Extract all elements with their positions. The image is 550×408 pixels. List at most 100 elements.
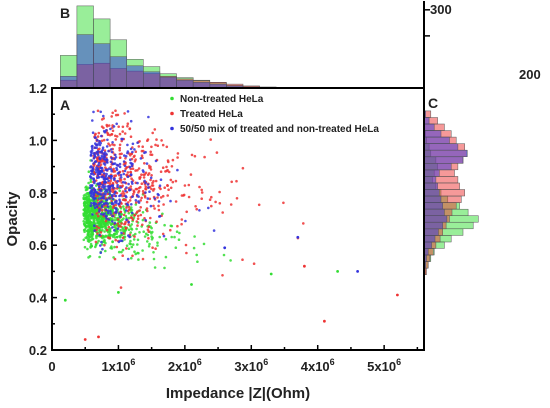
data-point	[136, 141, 139, 144]
data-point	[147, 115, 150, 119]
data-point	[158, 215, 162, 218]
data-point	[111, 240, 114, 244]
data-point	[105, 168, 109, 172]
data-point	[114, 203, 117, 207]
data-point	[105, 198, 109, 201]
data-point	[85, 195, 89, 198]
data-point	[129, 224, 132, 228]
data-point	[125, 195, 128, 199]
data-point	[159, 196, 163, 199]
data-point	[106, 161, 109, 164]
data-point	[103, 180, 107, 183]
data-point	[108, 233, 112, 236]
data-point	[91, 196, 95, 199]
data-point	[94, 240, 98, 244]
data-point	[180, 222, 183, 226]
data-point	[107, 179, 110, 183]
data-point	[92, 204, 96, 207]
data-point	[143, 162, 146, 165]
data-point	[129, 171, 133, 174]
data-point	[94, 188, 97, 192]
data-point	[90, 159, 94, 162]
data-point	[152, 179, 155, 183]
data-point	[142, 230, 145, 233]
data-point	[106, 192, 110, 196]
data-point	[169, 178, 173, 182]
data-point	[102, 114, 105, 118]
data-point	[129, 242, 132, 246]
data-point	[126, 257, 130, 261]
data-point	[96, 194, 99, 198]
data-point	[141, 249, 144, 252]
data-point	[111, 143, 114, 146]
data-point	[89, 220, 92, 224]
data-point	[93, 224, 96, 227]
data-point	[129, 158, 132, 161]
data-point	[85, 235, 89, 238]
data-point	[114, 109, 117, 112]
data-point	[185, 210, 188, 214]
y-tick-label: 1.2	[29, 81, 47, 96]
data-point	[130, 177, 133, 180]
data-point	[165, 165, 168, 169]
data-point	[113, 225, 116, 229]
data-point	[104, 208, 108, 212]
data-point	[103, 212, 106, 215]
data-point	[121, 184, 124, 187]
data-point	[105, 228, 109, 232]
data-point	[117, 224, 121, 228]
data-point	[141, 169, 145, 172]
data-point	[136, 243, 139, 246]
data-point	[131, 243, 135, 246]
data-point	[118, 198, 121, 201]
data-point	[134, 187, 138, 191]
data-point	[91, 232, 95, 236]
data-point	[100, 151, 103, 154]
data-point	[156, 144, 160, 147]
data-point	[127, 220, 130, 224]
data-point	[83, 217, 86, 220]
data-point	[218, 190, 221, 194]
histogram-bar	[423, 143, 459, 151]
data-point	[126, 124, 129, 128]
data-point	[92, 110, 95, 114]
data-point	[198, 209, 201, 212]
data-point	[114, 156, 118, 159]
data-point	[123, 164, 127, 168]
data-point	[134, 150, 138, 153]
data-point	[152, 189, 155, 192]
data-point	[173, 235, 176, 239]
data-point	[109, 165, 112, 169]
data-point	[146, 183, 150, 186]
data-point	[100, 166, 103, 170]
data-point	[90, 230, 94, 233]
data-point	[96, 109, 100, 113]
data-point	[150, 145, 153, 149]
data-point	[127, 211, 131, 215]
data-point	[156, 196, 159, 199]
y-axis-ticks: 0.2 0.4 0.6 0.8 1.0 1.2	[29, 81, 57, 358]
data-point	[82, 214, 86, 217]
data-point	[86, 237, 89, 241]
data-point	[155, 138, 158, 141]
data-point	[103, 230, 106, 233]
data-point	[210, 204, 213, 208]
data-point	[125, 206, 128, 209]
data-point	[122, 172, 126, 176]
legend-marker	[170, 96, 174, 101]
data-point	[125, 244, 129, 247]
data-point	[133, 213, 136, 217]
data-point	[167, 160, 170, 164]
data-point	[104, 215, 108, 218]
data-point	[140, 196, 143, 200]
data-point	[89, 154, 93, 157]
data-point	[193, 235, 196, 238]
data-point	[100, 243, 104, 246]
data-point	[144, 181, 147, 185]
data-point	[89, 186, 92, 190]
data-point	[145, 162, 149, 165]
data-point	[144, 185, 148, 189]
data-point	[229, 203, 233, 206]
x-tick-label: 4x106	[301, 357, 335, 374]
panel-label-c: C	[428, 95, 438, 111]
